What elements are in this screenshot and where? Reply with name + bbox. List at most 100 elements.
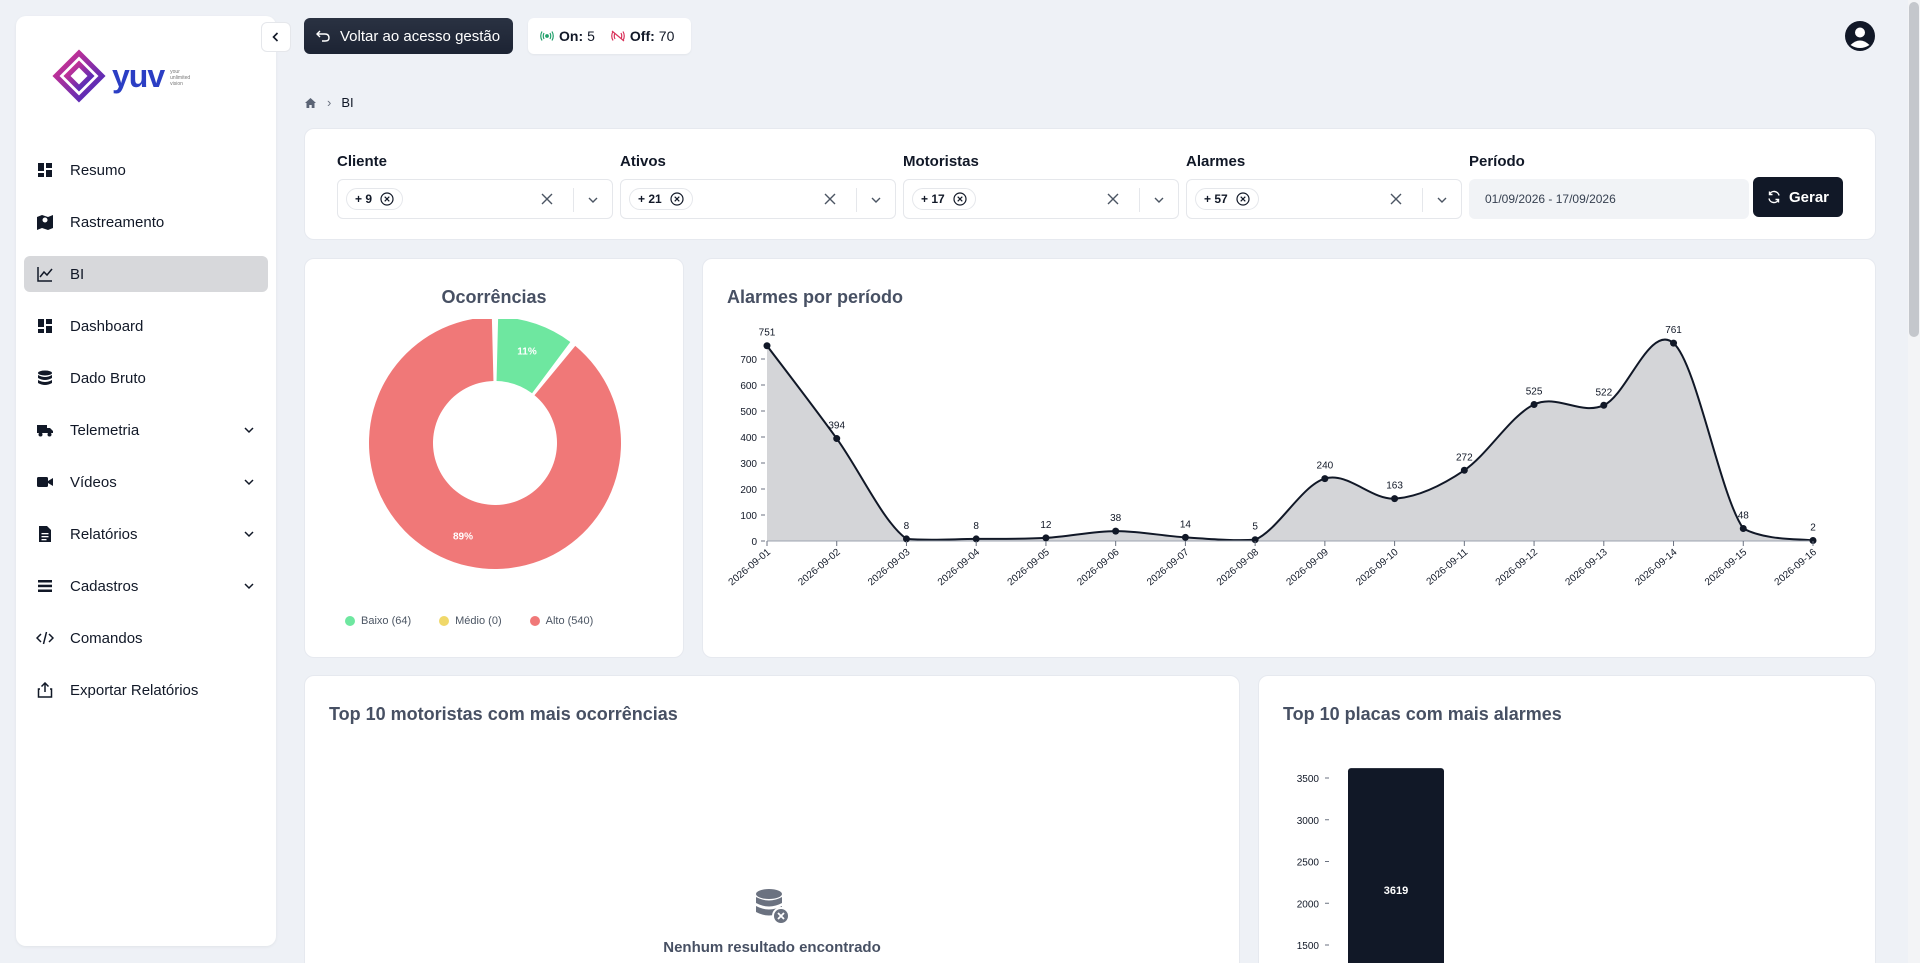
data-label: 12 [1040, 520, 1052, 531]
chevron-down-icon [244, 583, 254, 590]
collapse-sidebar-button[interactable] [261, 22, 291, 52]
x-tick-label: 2026-09-07 [1145, 547, 1192, 589]
sidebar: yuv your unlimited vision Resumo Rastreame… [16, 16, 276, 946]
filter-alarmes: Alarmes + 57 [1186, 153, 1462, 219]
chevron-down-icon[interactable] [869, 193, 883, 207]
cliente-select[interactable]: + 9 [337, 179, 613, 219]
undo-arrow-icon [316, 30, 330, 42]
y-tick-label: 400 [740, 433, 757, 444]
sidebar-item-comandos[interactable]: Comandos [24, 620, 268, 656]
data-point [1530, 401, 1538, 408]
data-label: 525 [1526, 387, 1543, 398]
remove-chip-icon[interactable] [953, 192, 967, 206]
brand-tagline: your unlimited vision [170, 69, 191, 87]
back-to-management-button[interactable]: Voltar ao acesso gestão [304, 18, 513, 54]
dashboard-grid-icon [36, 317, 54, 335]
sidebar-item-label: BI [70, 265, 85, 283]
ativos-select[interactable]: + 21 [620, 179, 896, 219]
scrollbar-thumb[interactable] [1909, 2, 1919, 337]
selected-count-chip[interactable]: + 9 [346, 188, 404, 210]
x-tick-label: 2026-09-09 [1285, 547, 1332, 589]
data-label: 751 [759, 328, 776, 339]
filter-cliente: Cliente + 9 [337, 153, 613, 219]
sidebar-item-exportar-relatorios[interactable]: Exportar Relatórios [24, 672, 268, 708]
chevron-down-icon[interactable] [586, 193, 600, 207]
clear-icon[interactable] [1106, 192, 1120, 206]
legend-swatch [529, 616, 540, 626]
sidebar-item-label: Cadastros [70, 577, 139, 595]
legend-label: Baixo (64) [361, 615, 412, 627]
bar [1348, 768, 1444, 963]
sidebar-nav: Resumo Rastreamento BI Dashboard Dado Br… [24, 152, 268, 724]
sidebar-item-bi[interactable]: BI [24, 256, 268, 292]
selected-count-chip[interactable]: + 17 [912, 188, 976, 210]
generate-button[interactable]: Gerar [1753, 177, 1843, 217]
occurrences-title: Ocorrências [441, 287, 547, 307]
brand-name: yuv [112, 57, 165, 94]
x-tick-label: 2026-09-08 [1215, 547, 1262, 589]
sidebar-item-cadastros[interactable]: Cadastros [24, 568, 268, 604]
clear-icon[interactable] [540, 192, 554, 206]
motoristas-select[interactable]: + 17 [903, 179, 1179, 219]
refresh-icon [1768, 190, 1780, 204]
data-point [833, 435, 841, 443]
y-tick-label: 3500 [1297, 774, 1320, 785]
line-chart-icon [36, 265, 54, 283]
data-point [1600, 401, 1608, 409]
database-icon [36, 369, 54, 387]
remove-chip-icon[interactable] [380, 192, 394, 206]
chevron-down-icon [244, 531, 254, 538]
top-plates-card: Top 10 placas com mais alarmes 1500 2000 2… [1258, 675, 1876, 963]
period-date-range-input[interactable]: 01/09/2026 - 17/09/2026 [1469, 179, 1749, 219]
document-icon [36, 525, 54, 543]
data-point [1251, 536, 1259, 544]
data-point [1670, 339, 1678, 347]
truck-icon [36, 421, 54, 439]
home-icon[interactable] [304, 97, 317, 109]
sidebar-item-label: Dashboard [70, 317, 144, 335]
data-point [1809, 536, 1817, 544]
remove-chip-icon[interactable] [670, 192, 684, 206]
data-label: 48 [1738, 511, 1750, 522]
series-line [766, 338, 1814, 542]
data-point [902, 535, 910, 543]
back-button-label: Voltar ao acesso gestão [340, 27, 501, 45]
sidebar-item-label: Relatórios [70, 525, 138, 543]
breadcrumb: › BI [304, 95, 354, 110]
sidebar-item-label: Vídeos [70, 473, 117, 491]
clear-icon[interactable] [1389, 192, 1403, 206]
on-count: 5 [587, 28, 595, 44]
chevron-down-icon[interactable] [1435, 193, 1449, 207]
chevron-down-icon [244, 427, 254, 434]
legend-item-baixo[interactable]: Baixo (64) [345, 615, 411, 627]
selected-count-chip[interactable]: + 21 [629, 188, 693, 210]
sidebar-item-telemetria[interactable]: Telemetria [24, 412, 268, 448]
brand-logo[interactable]: yuv your unlimited vision [52, 46, 222, 106]
y-tick-label: 200 [740, 485, 757, 496]
device-status: On: 5 Off: 70 [528, 18, 691, 54]
area-fill [767, 339, 1813, 541]
user-avatar-icon[interactable] [1844, 20, 1876, 52]
legend-item-medio[interactable]: Médio (0) [439, 615, 502, 627]
data-label: 8 [973, 521, 979, 532]
chevron-down-icon[interactable] [1152, 193, 1166, 207]
chevron-left-icon [272, 32, 279, 42]
y-tick-label: 0 [751, 537, 757, 548]
sidebar-item-resumo[interactable]: Resumo [24, 152, 268, 188]
clear-icon[interactable] [823, 192, 837, 206]
selected-count-chip[interactable]: + 57 [1195, 188, 1259, 210]
off-count: 70 [658, 28, 675, 44]
sidebar-item-dado-bruto[interactable]: Dado Bruto [24, 360, 268, 396]
remove-chip-icon[interactable] [1236, 192, 1250, 206]
sidebar-item-dashboard[interactable]: Dashboard [24, 308, 268, 344]
sidebar-item-videos[interactable]: Vídeos [24, 464, 268, 500]
sidebar-item-rastreamento[interactable]: Rastreamento [24, 204, 268, 240]
page-scrollbar[interactable] [1908, 0, 1920, 963]
x-tick-label: 2026-09-15 [1703, 547, 1750, 589]
legend-item-alto[interactable]: Alto (540) [529, 615, 593, 627]
alarmes-select[interactable]: + 57 [1186, 179, 1462, 219]
y-tick-label: 300 [740, 459, 757, 470]
sidebar-item-relatorios[interactable]: Relatórios [24, 516, 268, 552]
x-tick-label: 2026-09-05 [1006, 547, 1053, 589]
y-tick-label: 600 [740, 381, 757, 392]
